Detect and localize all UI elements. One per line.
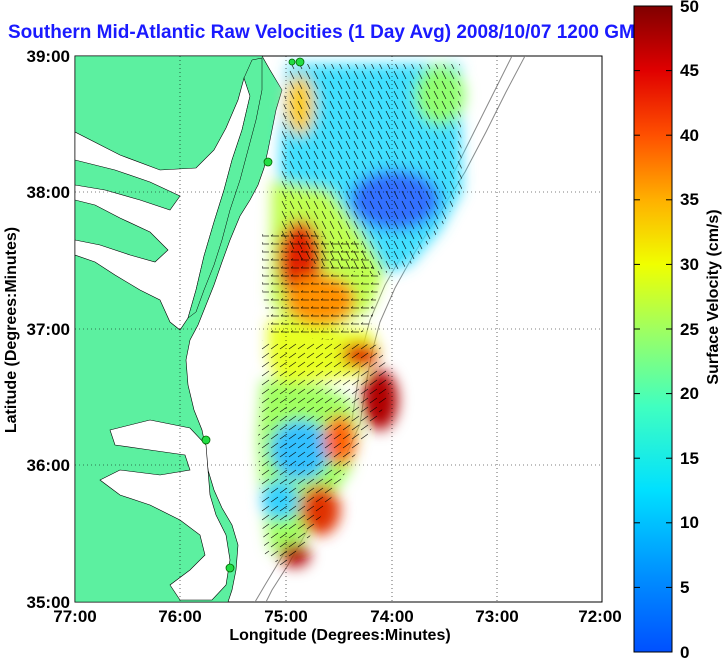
colorbar-tick: 40 (680, 126, 699, 145)
colorbar-tick: 30 (680, 255, 699, 274)
x-tick: 75:00 (264, 607, 307, 626)
colorbar-tick: 35 (680, 190, 699, 209)
colorbar-tick: 50 (680, 0, 699, 16)
colorbar-tick: 20 (680, 384, 699, 403)
colorbar-tick: 15 (680, 449, 699, 468)
x-tick: 76:00 (158, 607, 201, 626)
gridlines (75, 56, 602, 602)
map-title: Southern Mid-Atlantic Raw Velocities (1 … (8, 22, 647, 43)
y-axis-label: Latitude (Degrees:Minutes) (3, 227, 20, 433)
x-tick: 73:00 (475, 607, 518, 626)
colorbar-tick: 0 (680, 643, 689, 659)
delmarva-peninsula (187, 57, 263, 319)
x-tick: 74:00 (370, 607, 413, 626)
y-tick: 38:00 (27, 183, 70, 202)
colorbar-tick: 45 (680, 61, 699, 80)
x-axis-label: Longitude (Degrees:Minutes) (229, 627, 450, 644)
colorbar-tick: 10 (680, 513, 699, 532)
y-tick: 37:00 (27, 320, 70, 339)
y-tick: 36:00 (27, 456, 70, 475)
pamlico-sound (99, 419, 231, 601)
chesapeake-bay (75, 76, 251, 331)
x-tick: 72:00 (578, 607, 621, 626)
y-tick: 39:00 (27, 47, 70, 66)
colorbar-tick: 5 (680, 578, 689, 597)
colorbar-label: Surface Velocity (cm/s) (705, 209, 722, 384)
y-tick-labels: 39:00 38:00 37:00 36:00 35:00 (27, 47, 70, 612)
colorbar: 50 45 40 35 30 25 20 15 10 5 0 Surface V… (633, 0, 722, 659)
radar-sites (201, 57, 305, 573)
x-tick-labels: 77:00 76:00 75:00 74:00 73:00 72:00 (53, 607, 621, 626)
plot-area (74, 55, 603, 603)
colorbar-tick: 25 (680, 320, 699, 339)
x-tick: 77:00 (53, 607, 96, 626)
y-tick: 35:00 (27, 593, 70, 612)
